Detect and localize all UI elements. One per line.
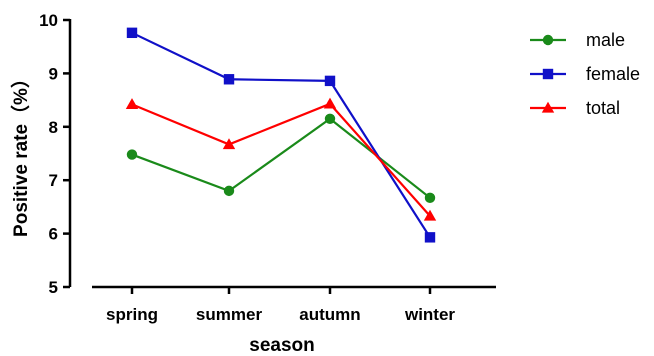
legend: male female total — [530, 30, 640, 118]
y-ticks: 5 6 7 8 9 10 — [39, 11, 70, 297]
data-point-total — [125, 98, 139, 110]
data-point-total — [323, 97, 337, 109]
data-point-female — [324, 75, 336, 87]
y-tick-label: 5 — [49, 278, 58, 297]
legend-label: male — [586, 30, 625, 50]
x-tick-label: spring — [106, 305, 158, 324]
data-point-female — [126, 27, 138, 39]
data-point-total — [423, 209, 437, 221]
series-male — [126, 113, 436, 204]
x-tick-label: autumn — [299, 305, 360, 324]
legend-label: female — [586, 64, 640, 84]
series-line-male — [131, 117, 431, 199]
y-tick-label: 6 — [49, 225, 58, 244]
series-line-total — [131, 102, 431, 217]
axes — [68, 19, 496, 289]
series-total — [125, 97, 437, 221]
y-tick-label: 10 — [39, 11, 58, 30]
series-line-female — [131, 31, 431, 238]
legend-marker-male — [542, 34, 554, 46]
legend-marker-total — [541, 101, 555, 113]
data-point-male — [223, 185, 235, 197]
series-female — [126, 27, 436, 243]
data-point-female — [424, 232, 436, 243]
x-tick-label: winter — [404, 305, 455, 324]
legend-item-female: female — [530, 64, 640, 84]
data-point-male — [324, 113, 336, 124]
x-tick-label: summer — [196, 305, 263, 324]
y-tick-label: 9 — [49, 64, 58, 83]
data-point-female — [223, 74, 235, 85]
data-point-male — [424, 192, 436, 204]
data-point-total — [222, 138, 236, 150]
legend-marker-female — [542, 68, 554, 80]
data-point-male — [126, 149, 138, 160]
legend-item-male: male — [530, 30, 625, 50]
x-ticks: spring summer autumn winter — [106, 287, 455, 324]
y-tick-label: 7 — [49, 171, 58, 190]
series-layer — [125, 27, 437, 243]
y-tick-label: 8 — [49, 118, 58, 137]
x-axis-title: season — [249, 335, 314, 356]
y-axis-title: Positive rate（%） — [9, 69, 32, 237]
legend-item-total: total — [530, 98, 620, 118]
legend-label: total — [586, 98, 620, 118]
